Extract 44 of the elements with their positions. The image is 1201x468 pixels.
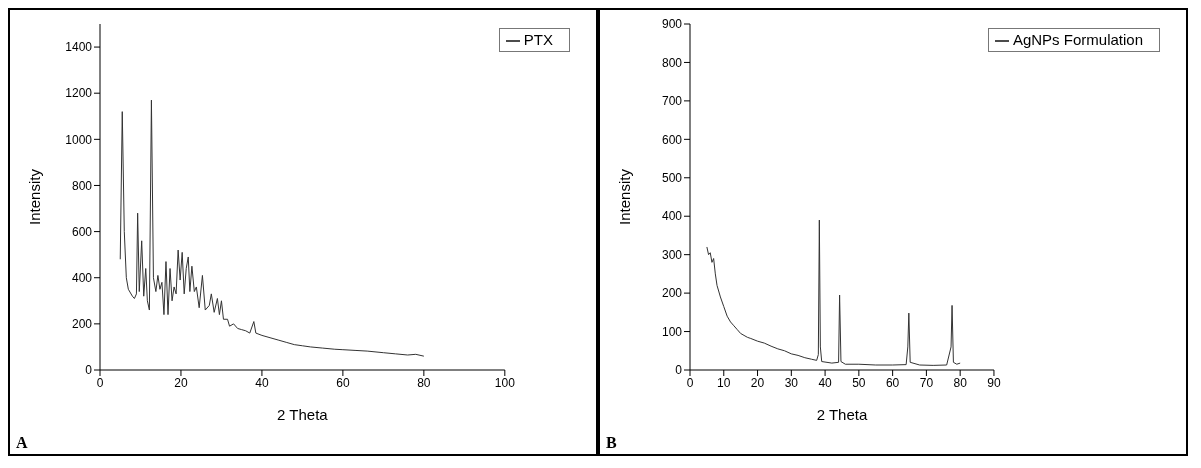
y-tick-label: 200	[661, 286, 683, 301]
y-tick-label: 600	[661, 132, 683, 147]
x-tick-label: 20	[174, 375, 188, 390]
x-tick-label: 60	[885, 375, 900, 390]
y-tick-label: 1200	[65, 86, 93, 101]
y-tick-label: 700	[661, 94, 683, 109]
y-tick-label: 1400	[65, 40, 93, 55]
y-tick-label: 0	[675, 363, 683, 378]
y-tick-label: 400	[661, 209, 683, 224]
x-axis-title: 2 Theta	[277, 406, 329, 423]
line-series	[706, 219, 961, 366]
x-tick-label: 100	[494, 375, 516, 390]
y-tick-label: 300	[661, 247, 683, 262]
y-tick-label: 400	[71, 270, 93, 285]
y-tick-label: 900	[661, 17, 683, 32]
x-tick-label: 80	[953, 375, 968, 390]
x-tick-label: 60	[336, 375, 350, 390]
x-tick-label: 40	[818, 375, 833, 390]
x-tick-label: 20	[750, 375, 765, 390]
y-tick-label: 600	[71, 224, 93, 239]
x-tick-label: 90	[987, 375, 1001, 390]
text: B	[606, 434, 617, 452]
x-tick-label: 10	[717, 375, 731, 390]
y-tick-label: 0	[85, 363, 93, 378]
legend-label: PTX	[523, 31, 553, 48]
line-series	[119, 99, 425, 357]
y-tick-label: 100	[661, 324, 683, 339]
y-tick-label: 500	[661, 171, 683, 186]
text: A	[16, 434, 28, 452]
y-tick-label: 800	[71, 178, 93, 193]
y-axis-title: Intensity	[26, 168, 44, 225]
y-axis-title: Intensity	[616, 168, 634, 225]
y-tick-label: 200	[71, 317, 93, 332]
x-tick-label: 80	[417, 375, 431, 390]
x-tick-label: 70	[919, 375, 934, 390]
x-tick-label: 30	[784, 375, 799, 390]
x-tick-label: 40	[255, 375, 269, 390]
y-tick-label: 800	[661, 55, 683, 70]
x-axis-title: 2 Theta	[816, 406, 868, 423]
y-tick-label: 1000	[65, 132, 93, 147]
x-tick-label: 0	[96, 375, 104, 390]
legend-label: AgNPs Formulation	[1012, 31, 1143, 48]
x-tick-label: 0	[686, 375, 694, 390]
x-tick-label: 50	[852, 375, 866, 390]
